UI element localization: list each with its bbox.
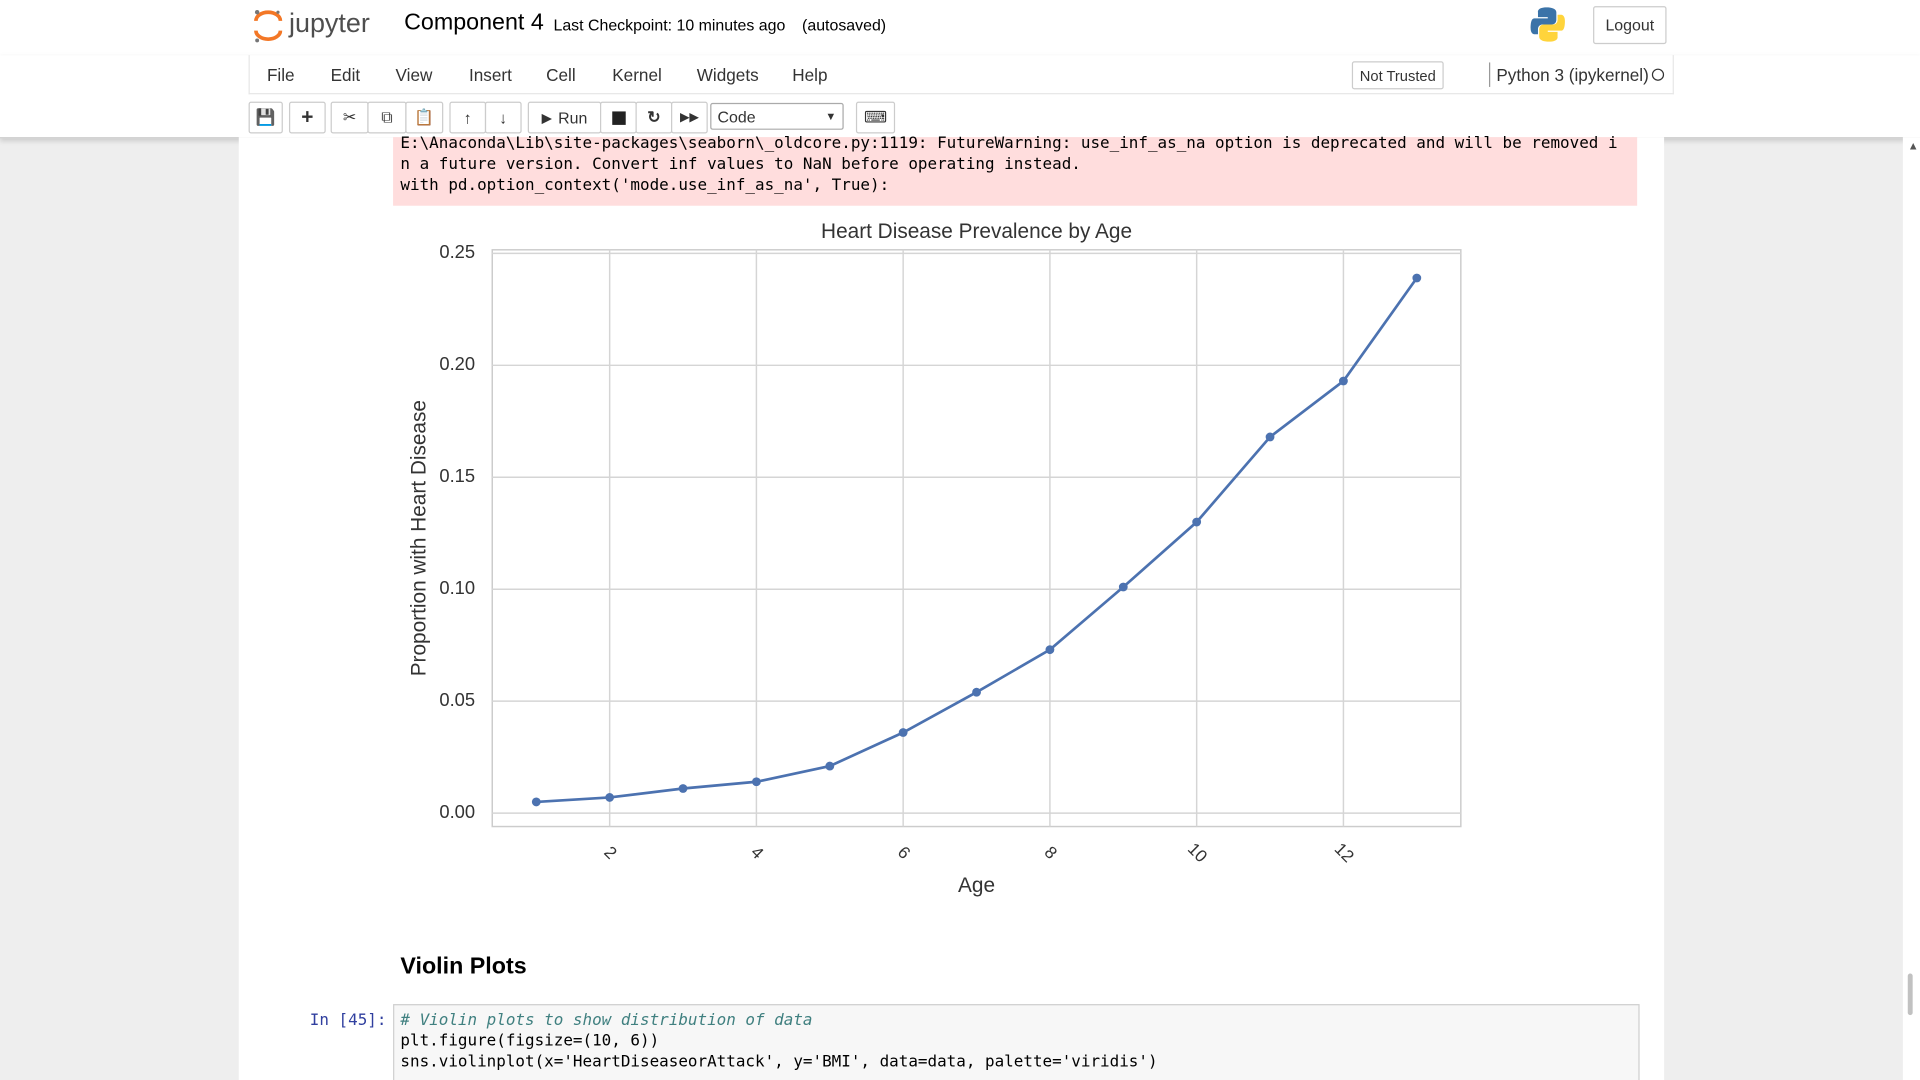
stop-button[interactable]	[600, 101, 637, 134]
data-point	[605, 793, 615, 802]
data-point	[1412, 273, 1422, 283]
menu-item[interactable]: Widgets	[696, 64, 759, 85]
kernel-indicator	[1651, 68, 1665, 81]
y-axis-label: Proportion with Heart Disease	[408, 400, 431, 676]
logout-button[interactable]: Logout	[1593, 6, 1667, 45]
plot-area	[491, 249, 1462, 828]
y-tick-label: 0.25	[439, 241, 475, 262]
run-label: Run	[558, 108, 588, 127]
chart-title: Heart Disease Prevalence by Age	[821, 220, 1132, 243]
scroll-up[interactable]: ▲	[1907, 139, 1919, 152]
copy-button[interactable]: ⧉	[367, 101, 407, 134]
run-icon: ▶	[541, 110, 553, 126]
python-logo	[1530, 7, 1565, 42]
insert-button[interactable]: +	[288, 101, 326, 134]
data-point	[972, 687, 981, 697]
stderr-line: with pd.option_context('mode.use_inf_as_…	[400, 176, 890, 195]
data-point	[1192, 517, 1202, 527]
data-point	[1118, 582, 1128, 592]
code-line: # Violin plots to show distribution of d…	[400, 1011, 813, 1030]
data-point	[1339, 376, 1348, 386]
stderr-line: n a future version. Convert inf values t…	[400, 155, 1081, 174]
menu-frame	[248, 55, 1674, 95]
save-button[interactable]: 💾	[248, 101, 283, 134]
x-tick-label: 6	[894, 842, 915, 863]
autosave: (autosaved)	[802, 15, 887, 35]
code-line: plt.figure(figsize=(10, 6))	[400, 1032, 660, 1051]
jupyter-logo	[254, 10, 283, 43]
keyboard-button[interactable]: ⌨	[855, 101, 896, 134]
y-tick-label: 0.15	[439, 465, 475, 486]
data-point	[1265, 432, 1275, 442]
menu-item[interactable]: Help	[792, 64, 828, 85]
stop-icon	[611, 110, 626, 125]
menu-item[interactable]: Kernel	[612, 64, 662, 85]
data-point	[898, 728, 908, 737]
y-tick-label: 0.00	[439, 801, 475, 822]
scroll-thumb[interactable]	[1907, 973, 1913, 1016]
data-point	[1045, 645, 1055, 655]
data-point	[531, 797, 541, 807]
restart-run-button[interactable]: ▶▶	[671, 101, 708, 134]
x-tick-label: 8	[1041, 842, 1062, 863]
stderr-line: E:\Anaconda\Lib\site-packages\seaborn\_o…	[400, 134, 1618, 154]
x-tick-label: 10	[1184, 839, 1212, 867]
cell-type-select[interactable]: Code ▼	[710, 102, 844, 130]
code-input[interactable]: # Violin plots to show distribution of d…	[393, 1004, 1640, 1080]
stderr-output: E:\Anaconda\Lib\site-packages\seaborn\_o…	[393, 134, 1638, 206]
data-point	[751, 777, 761, 787]
x-axis-label: Age	[958, 874, 995, 897]
cut-button[interactable]: ✂	[330, 101, 369, 134]
menu-item[interactable]: View	[395, 64, 433, 85]
menu-item[interactable]: Insert	[468, 64, 512, 85]
logo-text: jupyter	[288, 7, 370, 38]
checkpoint: Last Checkpoint: 10 minutes ago	[553, 15, 786, 35]
code-line: sns.violinplot(x='HeartDiseaseorAttack',…	[400, 1053, 1158, 1072]
select-arrow: ▼	[825, 110, 837, 123]
x-tick-label: 12	[1331, 839, 1359, 867]
cell-type: Code	[717, 107, 756, 126]
x-tick-label: 2	[600, 842, 621, 863]
menu-item[interactable]: Cell	[546, 64, 576, 85]
run-button[interactable]: ▶ Run	[527, 101, 602, 134]
move-up-button[interactable]: ↑	[449, 101, 487, 134]
notebook-name[interactable]: Component 4	[404, 9, 544, 36]
y-tick-label: 0.05	[439, 689, 475, 710]
y-tick-label: 0.10	[439, 577, 475, 598]
menu-item[interactable]: File	[266, 64, 295, 85]
move-down-button[interactable]: ↓	[484, 101, 522, 134]
section-heading: Violin Plots	[400, 953, 527, 980]
trust-button[interactable]: Not Trusted	[1351, 61, 1444, 90]
menu-item[interactable]: Edit	[330, 64, 361, 85]
header: jupyter Component 4 Last Checkpoint: 10 …	[0, 0, 1920, 56]
y-tick-label: 0.20	[439, 353, 475, 374]
kernel-separator	[1488, 62, 1491, 87]
cell-prompt: In [45]:	[309, 1011, 387, 1030]
x-tick-label: 4	[747, 842, 768, 863]
scrollbar[interactable]: ▲	[1902, 137, 1920, 1080]
kernel-name: Python 3 (ipykernel)	[1496, 64, 1649, 85]
paste-button[interactable]: 📋	[405, 101, 444, 134]
data-point	[678, 784, 688, 793]
data-point	[825, 761, 835, 771]
